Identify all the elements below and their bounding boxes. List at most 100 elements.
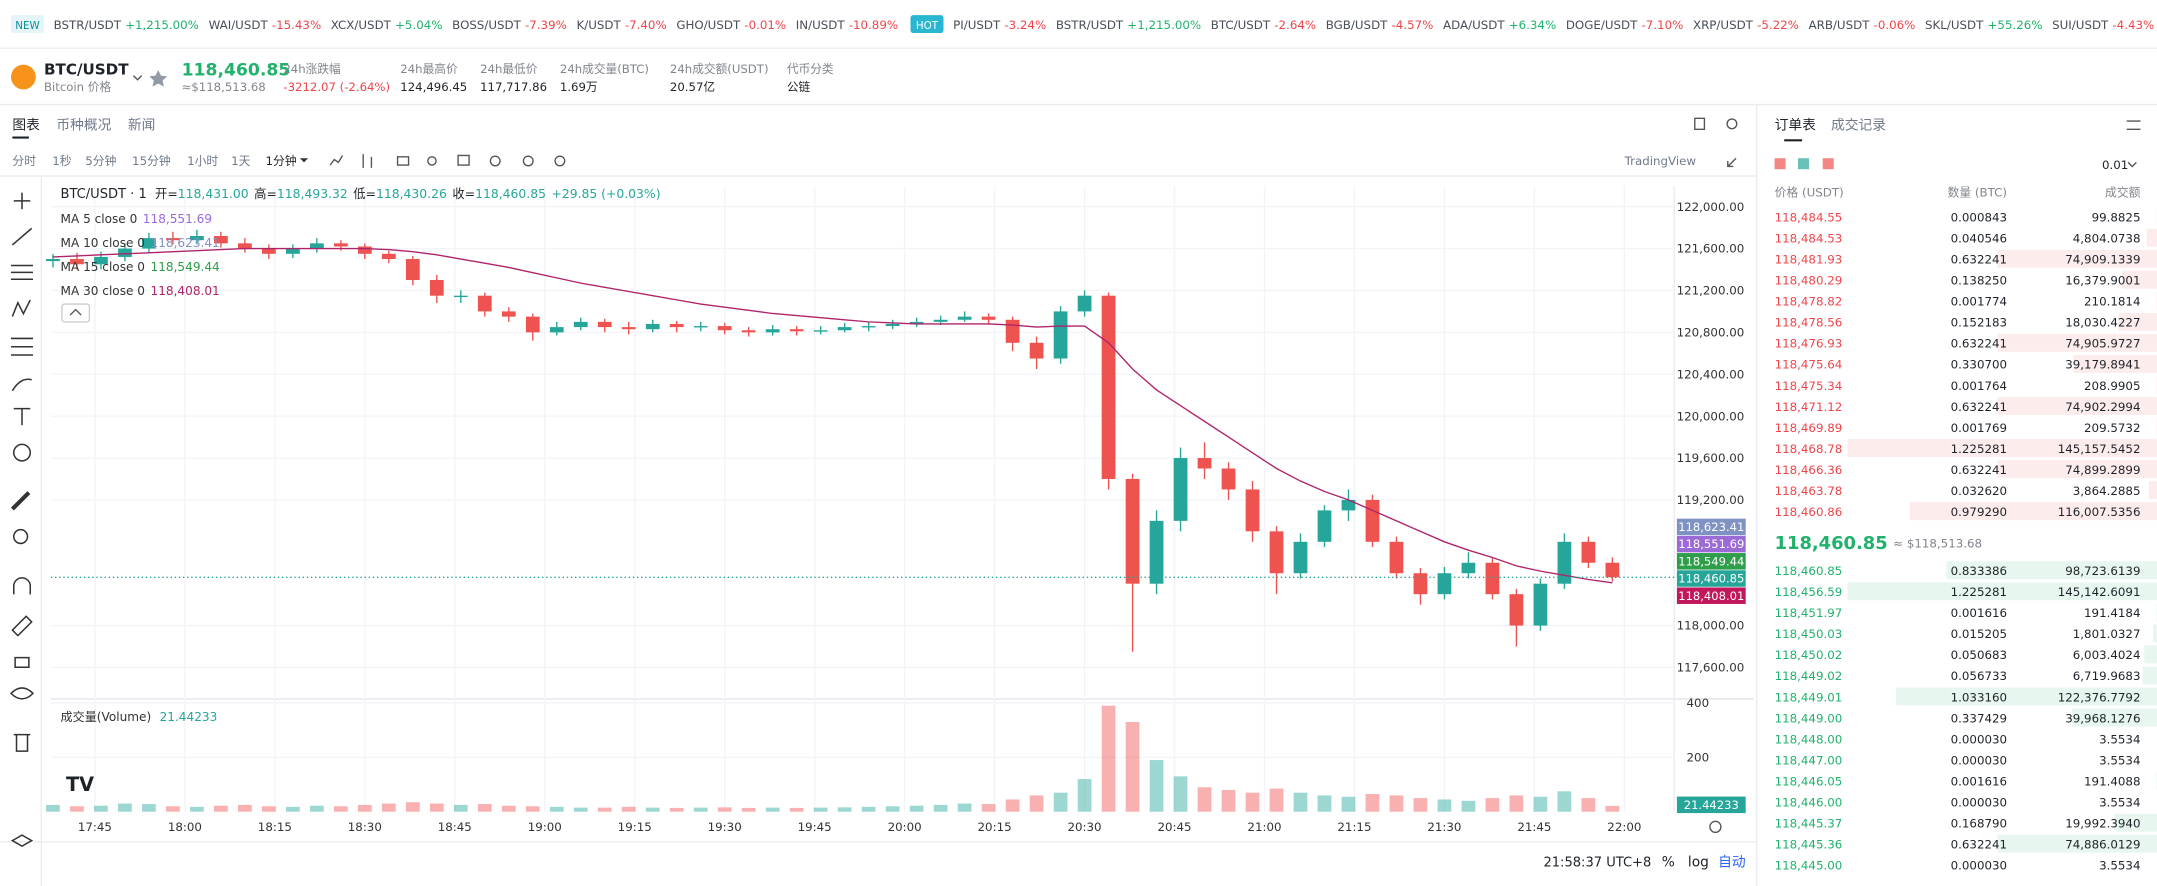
precision-dropdown[interactable] bbox=[2127, 161, 2137, 168]
log-toggle[interactable]: log bbox=[1688, 855, 1709, 871]
fullscreen-icon[interactable] bbox=[1727, 157, 1737, 168]
interval-dropdown[interactable] bbox=[299, 158, 309, 163]
pair-dropdown[interactable] bbox=[132, 75, 143, 81]
delete-tool[interactable] bbox=[13, 733, 31, 752]
order-price[interactable]: 118,481.93 bbox=[1775, 253, 1843, 267]
ticker-symbol[interactable]: IN/USDT bbox=[796, 18, 846, 32]
interval[interactable]: 1秒 bbox=[52, 154, 72, 168]
order-price[interactable]: 118,445.37 bbox=[1775, 817, 1843, 831]
order-price[interactable]: 118,449.00 bbox=[1775, 711, 1843, 725]
ticker-change[interactable]: -7.10% bbox=[1642, 18, 1684, 32]
orderbook-tab[interactable]: 成交记录 bbox=[1831, 116, 1886, 133]
auto-toggle[interactable]: 自动 bbox=[1718, 855, 1746, 871]
order-price[interactable]: 118,449.01 bbox=[1775, 690, 1843, 704]
order-price[interactable]: 118,469.89 bbox=[1775, 421, 1843, 435]
order-price[interactable]: 118,456.59 bbox=[1775, 585, 1843, 599]
chart-style-icon[interactable] bbox=[329, 155, 344, 166]
chart-settings-icon[interactable] bbox=[1709, 820, 1722, 834]
crosshair-tool[interactable] bbox=[13, 192, 31, 210]
settings-icon[interactable] bbox=[554, 155, 566, 167]
indicator-icon[interactable] bbox=[396, 156, 410, 166]
ticker-symbol[interactable]: BSTR/USDT bbox=[1056, 18, 1124, 32]
ticker-symbol[interactable]: SKL/USDT bbox=[1925, 18, 1984, 32]
precision[interactable]: 0.01 bbox=[2102, 158, 2128, 172]
text-tool[interactable] bbox=[13, 407, 31, 426]
percent-toggle[interactable]: % bbox=[1662, 855, 1675, 871]
emoji-tool[interactable] bbox=[12, 443, 32, 462]
calc-icon[interactable] bbox=[1694, 117, 1706, 131]
view-both[interactable] bbox=[1774, 158, 1786, 170]
candle-style-icon[interactable] bbox=[362, 154, 373, 168]
brush-tool[interactable] bbox=[11, 378, 32, 392]
interval[interactable]: 分时 bbox=[12, 154, 36, 168]
ticker-change[interactable]: -4.57% bbox=[1392, 18, 1434, 32]
order-price[interactable]: 118,478.56 bbox=[1775, 316, 1843, 330]
order-price[interactable]: 118,466.36 bbox=[1775, 463, 1843, 477]
projection-tool[interactable] bbox=[11, 337, 34, 356]
ticker-symbol[interactable]: BTC/USDT bbox=[1211, 18, 1271, 32]
pair-name[interactable]: BTC/USDT bbox=[44, 60, 129, 78]
replay-icon[interactable] bbox=[489, 155, 501, 167]
ticker-symbol[interactable]: GHO/USDT bbox=[676, 18, 741, 32]
order-price[interactable]: 118,484.53 bbox=[1775, 232, 1843, 246]
layers-tool[interactable] bbox=[10, 834, 34, 847]
main-tab[interactable]: 币种概况 bbox=[56, 117, 111, 133]
ticker-symbol[interactable]: BSTR/USDT bbox=[54, 18, 122, 32]
magnet-tool[interactable] bbox=[12, 577, 32, 595]
ticker-symbol[interactable]: XRP/USDT bbox=[1693, 18, 1754, 32]
order-price[interactable]: 118,450.02 bbox=[1775, 648, 1843, 662]
favorite-star[interactable] bbox=[149, 70, 168, 87]
zoom-tool[interactable] bbox=[12, 528, 29, 545]
ticker-change[interactable]: -15.43% bbox=[272, 18, 321, 32]
ruler-tool[interactable] bbox=[10, 491, 31, 511]
ticker-symbol[interactable]: K/USDT bbox=[576, 18, 621, 32]
ticker-change[interactable]: -0.01% bbox=[744, 18, 786, 32]
interval[interactable]: 1小时 bbox=[187, 154, 218, 168]
ticker-symbol[interactable]: ADA/USDT bbox=[1443, 18, 1505, 32]
tradingview-toggle[interactable]: TradingView bbox=[1624, 154, 1697, 168]
order-price[interactable]: 118,460.85 bbox=[1775, 564, 1843, 578]
ticker-change[interactable]: -3.24% bbox=[1004, 18, 1046, 32]
ticker-symbol[interactable]: ARB/USDT bbox=[1809, 18, 1871, 32]
drawing-tools[interactable] bbox=[9, 192, 35, 847]
fib-tool[interactable] bbox=[11, 264, 34, 281]
add-icon[interactable] bbox=[522, 155, 534, 167]
screenshot-icon[interactable] bbox=[427, 156, 437, 166]
order-price[interactable]: 118,446.05 bbox=[1775, 774, 1843, 788]
calendar-icon[interactable] bbox=[457, 154, 470, 166]
orderbook-settings-icon[interactable] bbox=[2126, 120, 2141, 131]
alert-icon[interactable] bbox=[1726, 118, 1738, 130]
collapse-legend[interactable] bbox=[61, 303, 91, 323]
main-tab[interactable]: 图表 bbox=[12, 117, 40, 133]
order-price[interactable]: 118,460.86 bbox=[1775, 505, 1843, 519]
ticker-symbol[interactable]: BOSS/USDT bbox=[452, 18, 521, 32]
orderbook-view-icons[interactable] bbox=[1774, 158, 1834, 170]
pattern-tool[interactable] bbox=[11, 299, 31, 317]
order-price[interactable]: 118,446.00 bbox=[1775, 795, 1843, 809]
ticker-change[interactable]: -4.43% bbox=[2112, 18, 2154, 32]
ticker-change[interactable]: -7.39% bbox=[525, 18, 567, 32]
order-price[interactable]: 118,451.97 bbox=[1775, 606, 1843, 620]
ticker-symbol[interactable]: DOGE/USDT bbox=[1566, 18, 1638, 32]
order-price[interactable]: 118,445.00 bbox=[1775, 859, 1843, 873]
ticker-change[interactable]: -7.40% bbox=[625, 18, 667, 32]
lock-drawing-tool[interactable] bbox=[11, 615, 33, 637]
order-price[interactable]: 118,478.82 bbox=[1775, 295, 1843, 309]
ticker-change[interactable]: -0.06% bbox=[1874, 18, 1916, 32]
ticker-change[interactable]: -5.22% bbox=[1757, 18, 1799, 32]
ticker-symbol[interactable]: PI/USDT bbox=[953, 18, 1001, 32]
order-price[interactable]: 118,475.34 bbox=[1775, 379, 1843, 393]
order-price[interactable]: 118,484.55 bbox=[1775, 210, 1843, 224]
ticker-change[interactable]: -2.64% bbox=[1274, 18, 1316, 32]
view-asks[interactable] bbox=[1822, 158, 1834, 170]
interval[interactable]: 1分钟 bbox=[265, 154, 296, 168]
orderbook-tab[interactable]: 订单表 bbox=[1775, 117, 1816, 133]
order-price[interactable]: 118,480.29 bbox=[1775, 274, 1843, 288]
order-price[interactable]: 118,450.03 bbox=[1775, 627, 1843, 641]
order-price[interactable]: 118,447.00 bbox=[1775, 753, 1843, 767]
order-price[interactable]: 118,468.78 bbox=[1775, 442, 1843, 456]
order-price[interactable]: 118,463.78 bbox=[1775, 484, 1843, 498]
ticker-change[interactable]: +1,215.00% bbox=[125, 18, 199, 32]
chart-toolbar-icons[interactable] bbox=[329, 117, 2141, 834]
main-tab[interactable]: 新闻 bbox=[128, 117, 156, 133]
